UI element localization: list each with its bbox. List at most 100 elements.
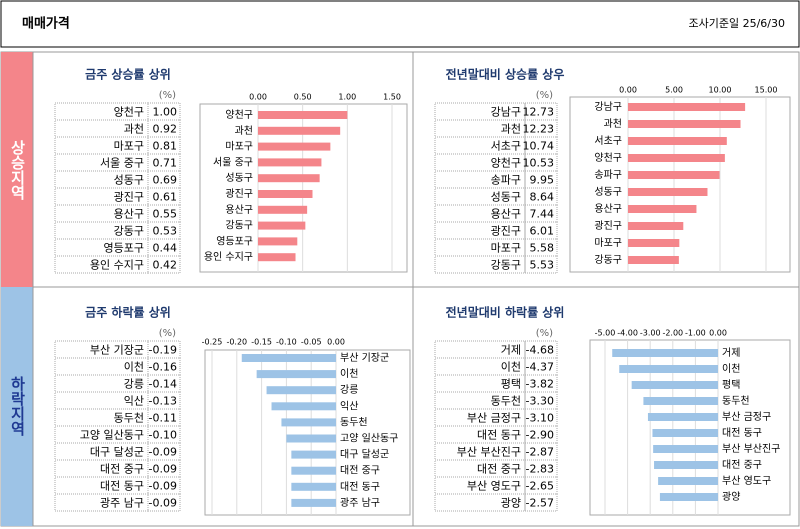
- x-tick-label: 1.50: [383, 93, 401, 102]
- y-tick-label: 부산 금정구: [722, 411, 771, 423]
- bar: [628, 120, 741, 128]
- table-value: -2.90: [526, 429, 554, 442]
- table-name: 용산구: [114, 208, 144, 221]
- table-name: 강남구: [491, 106, 521, 119]
- table-name: 강동구: [114, 225, 144, 238]
- table-value: 0.71: [153, 157, 178, 170]
- y-tick-label: 성동구: [594, 186, 622, 198]
- table-value: -3.10: [526, 412, 554, 425]
- table-name: 익산: [124, 395, 144, 408]
- bar: [628, 239, 680, 247]
- table-value: -0.11: [149, 412, 177, 425]
- unit-label: (%): [536, 328, 553, 339]
- table-value: -0.13: [149, 395, 177, 408]
- x-tick-label: 0.00: [709, 329, 727, 338]
- table-name: 양천구: [114, 105, 144, 119]
- table-name: 동두천: [491, 394, 521, 408]
- y-tick-label: 양천구: [225, 109, 253, 121]
- unit-label: (%): [159, 328, 176, 339]
- bar: [654, 461, 718, 469]
- bar: [258, 126, 341, 135]
- y-tick-label: 익산: [340, 400, 358, 412]
- bar: [653, 445, 718, 453]
- bar: [628, 256, 679, 264]
- x-tick-label: 0.00: [249, 93, 267, 102]
- bar: [258, 221, 306, 230]
- bar: [291, 498, 336, 507]
- section-band: [1, 287, 33, 526]
- header-date: 조사기준일 25/6/30: [688, 16, 785, 30]
- table-value: -3.82: [526, 378, 554, 391]
- section-band: [1, 52, 33, 287]
- bar: [619, 365, 718, 373]
- y-tick-label: 대전 중구: [722, 459, 762, 471]
- y-tick-label: 광양: [722, 491, 740, 503]
- y-tick-label: 용산구: [594, 203, 622, 215]
- bar: [258, 190, 313, 198]
- y-tick-label: 동두천: [340, 416, 368, 428]
- table-name: 성동구: [114, 174, 144, 187]
- bar: [258, 174, 320, 183]
- table-name: 광주 남구: [100, 497, 144, 510]
- table-value: -2.65: [526, 480, 554, 493]
- section-label: 하락지역: [9, 376, 27, 437]
- y-tick-label: 대구 달성군: [340, 449, 389, 461]
- header-box: [0, 0, 800, 48]
- table-name: 강릉: [124, 378, 144, 391]
- bar: [258, 111, 348, 119]
- table-value: 10.74: [523, 140, 555, 153]
- table-value: 0.69: [153, 174, 178, 187]
- y-tick-label: 강동구: [594, 254, 622, 266]
- table-cell: [524, 493, 558, 512]
- y-tick-label: 서초구: [594, 135, 622, 147]
- bar: [286, 434, 336, 443]
- bar: [258, 237, 298, 246]
- bar: [628, 205, 697, 213]
- table-name: 부산 부산진구: [457, 446, 521, 459]
- y-tick-label: 부산 기장군: [340, 352, 389, 364]
- table-cell: [147, 255, 181, 274]
- table-value: -0.09: [149, 446, 177, 459]
- y-tick-label: 광주 남구: [340, 497, 380, 509]
- bar: [628, 103, 746, 111]
- table-name: 마포구: [491, 242, 521, 255]
- x-tick-label: -2.00: [662, 329, 683, 338]
- table-name: 부산 영도구: [467, 480, 521, 493]
- table-name: 대전 중구: [477, 463, 521, 476]
- table-name: 대전 동구: [477, 429, 521, 442]
- table-value: 0.55: [153, 208, 178, 221]
- table-name: 과천: [124, 122, 144, 136]
- x-tick-label: 15.00: [755, 86, 778, 95]
- table-value: 0.92: [153, 123, 178, 136]
- table-value: 10.53: [523, 157, 555, 170]
- table-name: 이천: [124, 360, 144, 374]
- bar: [631, 381, 718, 389]
- bar: [659, 493, 718, 501]
- table-name: 과천: [501, 122, 521, 136]
- bar: [291, 466, 336, 475]
- bar: [258, 205, 308, 214]
- y-tick-label: 광진구: [594, 220, 622, 232]
- y-tick-label: 강남구: [594, 101, 622, 113]
- y-tick-label: 동두천: [722, 395, 750, 407]
- table-name: 마포구: [114, 140, 144, 153]
- table-cell: [54, 255, 149, 274]
- table-value: 0.42: [153, 259, 178, 272]
- table-name: 대전 동구: [100, 480, 144, 493]
- table-value: 12.73: [523, 106, 555, 119]
- table-name: 양천구: [491, 156, 521, 170]
- y-tick-label: 마포구: [594, 237, 622, 249]
- table-name: 서울 중구: [100, 157, 144, 170]
- unit-label: (%): [536, 90, 553, 101]
- table-value: 6.01: [530, 225, 555, 238]
- table-value: 7.44: [530, 208, 555, 221]
- table-value: -0.09: [149, 497, 177, 510]
- y-tick-label: 양천구: [594, 152, 622, 164]
- x-tick-label: -4.00: [617, 329, 638, 338]
- table-name: 고양 일산동구: [80, 428, 144, 442]
- x-tick-label: -0.25: [202, 338, 223, 347]
- header-title: 매매가격: [22, 17, 70, 32]
- table-name: 용인 수지구: [90, 259, 144, 272]
- x-tick-label: -3.00: [640, 329, 661, 338]
- table-name: 광진구: [114, 191, 144, 204]
